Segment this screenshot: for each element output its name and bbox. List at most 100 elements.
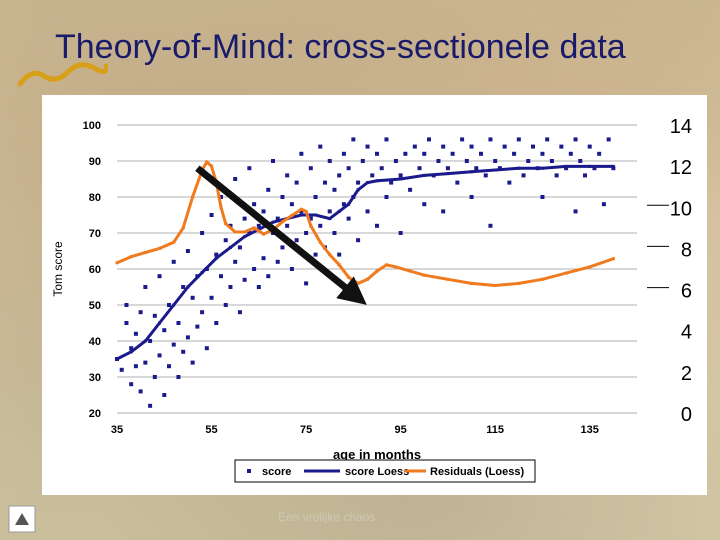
score-point [323, 180, 327, 185]
residuals-line-marker [408, 269, 412, 273]
score-point [408, 187, 413, 192]
residuals-line-marker [280, 220, 284, 224]
score-point [266, 187, 271, 192]
score-point [341, 151, 346, 156]
score-point [148, 339, 153, 343]
y-tick-label: 50 [89, 300, 101, 312]
score-point [606, 137, 611, 142]
x-tick-label: 95 [395, 424, 407, 436]
score-point [181, 349, 186, 354]
loess-line-marker [399, 177, 403, 181]
loess-line [116, 164, 614, 361]
residuals-line-marker [493, 283, 497, 287]
score-point [540, 151, 545, 156]
score-point [564, 166, 569, 171]
score-point [512, 151, 517, 156]
score-point [540, 195, 545, 199]
score-point [143, 285, 148, 289]
score-point [332, 187, 337, 192]
score-point [299, 209, 304, 214]
score-point [200, 310, 205, 315]
score-point [252, 267, 257, 271]
score-point [436, 159, 441, 163]
residuals-line-marker [304, 209, 308, 213]
score-point [573, 137, 578, 142]
score-point [237, 245, 242, 250]
score-point [138, 310, 143, 315]
score-point [133, 364, 138, 369]
score-point [384, 195, 389, 199]
score-point [483, 173, 488, 178]
score-point [445, 166, 450, 171]
score-point [143, 360, 148, 365]
residuals-line-marker [172, 240, 176, 244]
score-point [592, 166, 597, 171]
slide-nav-icon[interactable] [8, 505, 36, 533]
score-point [365, 144, 370, 149]
score-point [285, 173, 290, 178]
score-point [308, 216, 313, 221]
residuals-line-marker [470, 281, 474, 285]
score-point [176, 375, 181, 379]
score-point [460, 137, 465, 142]
residuals-line-marker [252, 226, 256, 230]
residuals-line-marker [129, 255, 133, 259]
residuals-line-marker [347, 275, 351, 279]
score-point [185, 249, 190, 253]
residuals-line-marker [611, 257, 615, 261]
x-tick-label: 75 [300, 424, 312, 436]
loess-line-marker [470, 170, 474, 174]
residuals-line-marker [366, 277, 370, 281]
score-point [214, 321, 219, 325]
score-point [167, 303, 171, 307]
residuals-line-marker [384, 263, 388, 267]
score-point [587, 144, 592, 149]
y2-tick-label: 6 [681, 281, 692, 303]
score-point [289, 202, 294, 207]
score-point [304, 281, 309, 286]
score-point [545, 137, 550, 142]
score-point [318, 144, 323, 149]
score-point [294, 238, 299, 243]
x-tick-label: 55 [205, 424, 217, 436]
legend-score-marker [247, 469, 251, 473]
y2-tick-label: 0 [681, 404, 692, 426]
score-point [488, 223, 493, 228]
loess-line-marker [611, 164, 615, 168]
residuals-line-marker [191, 195, 195, 199]
score-point [360, 159, 365, 163]
loess-line-marker [375, 179, 379, 183]
loess-line-marker [356, 188, 360, 192]
residuals-line-marker [394, 265, 398, 269]
score-point [209, 295, 214, 300]
score-point [313, 252, 318, 257]
loess-line-marker [214, 256, 218, 260]
chart-panel: 20 30 40 50 60 70 80 90 100 35 55 75 95 115 135 0 2 4 6 8 10… [42, 95, 707, 495]
score-point [129, 382, 134, 387]
score-point [398, 231, 403, 235]
score-point [450, 151, 455, 156]
loess-line-marker [158, 321, 162, 325]
score-point [611, 166, 616, 171]
score-point [242, 216, 247, 221]
score-point [351, 137, 356, 142]
y-axis-label: Tom score [51, 241, 65, 297]
score-point [526, 159, 531, 163]
score-point [209, 213, 214, 217]
score-point [228, 285, 233, 289]
residuals-line-marker [224, 222, 228, 226]
score-point [474, 166, 479, 171]
score-point [152, 375, 157, 379]
score-point [162, 393, 167, 397]
score-point [568, 151, 573, 156]
loess-line-marker [588, 164, 592, 168]
loess-line-marker [115, 357, 119, 361]
residuals-line-marker [356, 281, 360, 285]
slide-footer: Een vrolijke chaos [278, 510, 376, 524]
score-point [375, 151, 379, 156]
residuals-line-marker [540, 277, 544, 281]
score-point [124, 303, 129, 307]
y-tick-label: 60 [89, 264, 101, 276]
score-point [219, 274, 223, 279]
score-point [516, 137, 521, 142]
